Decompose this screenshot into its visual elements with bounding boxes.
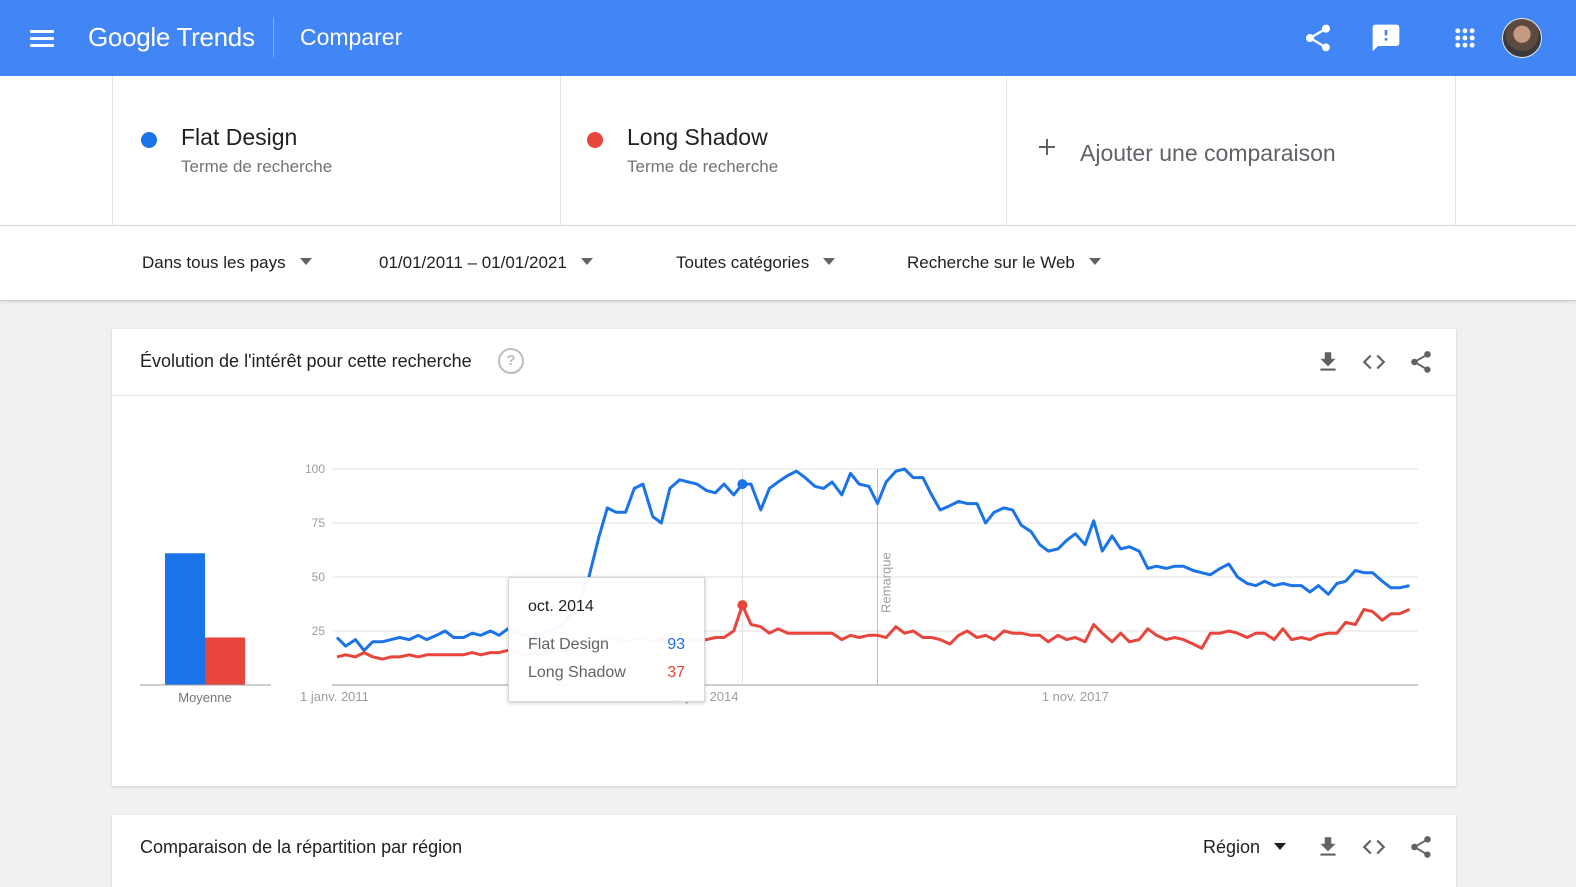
date-range-dropdown[interactable]: 01/01/2011 – 01/01/2021 [379, 253, 593, 273]
header-divider [273, 17, 274, 57]
card-title: Évolution de l'intérêt pour cette recher… [140, 351, 472, 371]
card-divider [112, 395, 1456, 396]
category-label: Toutes catégories [676, 253, 810, 272]
apps-grid-icon[interactable] [1449, 22, 1481, 54]
region-comparison-card: Comparaison de la répartition par région… [112, 815, 1456, 887]
region-dropdown-label: Région [1203, 837, 1261, 857]
share-icon[interactable] [1408, 834, 1434, 860]
category-dropdown[interactable]: Toutes catégories [676, 253, 836, 273]
tooltip-series-value: 37 [667, 664, 685, 681]
dropdown-arrow-icon [1088, 258, 1101, 265]
tooltip-series-value: 93 [667, 636, 685, 653]
dropdown-arrow-icon [580, 258, 593, 265]
term-name[interactable]: Long Shadow [627, 124, 768, 150]
region-dropdown[interactable]: Région [1203, 837, 1287, 858]
tooltip-series-label: Flat Design [528, 636, 609, 653]
chart-tooltip: oct. 2014 Flat Design 93 Long Shadow 37 [508, 577, 705, 702]
page-title: Comparer [300, 24, 403, 50]
plus-icon [1038, 138, 1056, 156]
search-type-label: Recherche sur le Web [907, 253, 1075, 272]
embed-code-icon[interactable] [1361, 349, 1387, 375]
help-icon[interactable]: ? [498, 348, 524, 374]
date-range-label: 01/01/2011 – 01/01/2021 [379, 253, 567, 272]
dropdown-arrow-icon [299, 258, 312, 265]
tooltip-series-label: Long Shadow [528, 664, 626, 681]
tooltip-date: oct. 2014 [528, 598, 594, 615]
top-app-bar: Google Trends Comparer [0, 0, 1576, 76]
add-comparison-label: Ajouter une comparaison [1080, 140, 1336, 166]
location-label: Dans tous les pays [142, 253, 286, 272]
term-card-flat-design[interactable]: Flat Design Terme de recherche [112, 76, 561, 225]
download-icon[interactable] [1315, 834, 1341, 860]
add-comparison-button[interactable]: Ajouter une comparaison [1006, 76, 1456, 225]
menu-icon[interactable] [30, 30, 54, 48]
term-card-long-shadow[interactable]: Long Shadow Terme de recherche [559, 76, 1007, 225]
share-icon[interactable] [1302, 22, 1334, 54]
embed-code-icon[interactable] [1361, 834, 1387, 860]
share-icon[interactable] [1408, 349, 1434, 375]
card-title: Comparaison de la répartition par région [140, 837, 463, 857]
account-avatar[interactable] [1502, 18, 1542, 58]
download-icon[interactable] [1315, 349, 1341, 375]
term-type: Terme de recherche [181, 157, 333, 176]
search-type-dropdown[interactable]: Recherche sur le Web [907, 253, 1101, 273]
compare-terms-bar: Flat Design Terme de recherche Long Shad… [0, 76, 1576, 226]
google-trends-logo[interactable]: Google Trends [88, 22, 255, 52]
series-color-dot [141, 132, 157, 148]
term-type: Terme de recherche [627, 157, 779, 176]
dropdown-arrow-icon [823, 258, 836, 265]
interest-over-time-card: Évolution de l'intérêt pour cette recher… [112, 329, 1456, 786]
location-dropdown[interactable]: Dans tous les pays [142, 253, 312, 273]
dropdown-arrow-icon [1274, 843, 1287, 850]
filter-bar: Dans tous les pays 01/01/2011 – 01/01/20… [0, 226, 1576, 301]
series-color-dot [587, 132, 603, 148]
term-name[interactable]: Flat Design [181, 124, 298, 150]
feedback-icon[interactable] [1370, 22, 1402, 54]
